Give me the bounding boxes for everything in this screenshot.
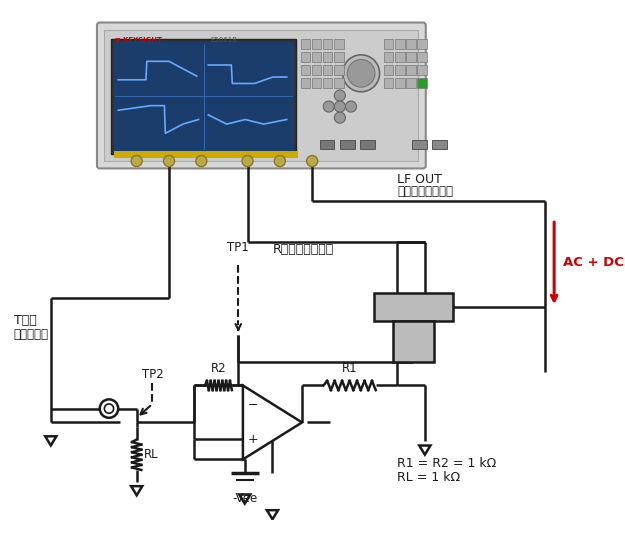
Bar xyxy=(418,78,427,88)
Bar xyxy=(312,39,321,49)
Bar xyxy=(111,39,296,154)
Circle shape xyxy=(334,101,346,112)
Bar xyxy=(418,65,427,75)
Text: -Vee: -Vee xyxy=(232,492,258,505)
Text: R1: R1 xyxy=(342,362,357,375)
Bar xyxy=(301,78,311,88)
Bar xyxy=(301,39,311,49)
Bar xyxy=(360,140,375,149)
Circle shape xyxy=(307,155,318,167)
Bar xyxy=(406,52,416,62)
Bar xyxy=(395,52,404,62)
Bar xyxy=(334,52,344,62)
Circle shape xyxy=(334,112,346,123)
Bar xyxy=(312,52,321,62)
Bar xyxy=(392,321,434,362)
Bar xyxy=(384,65,394,75)
Text: R1 = R2 = 1 kΩ: R1 = R2 = 1 kΩ xyxy=(397,458,496,471)
Bar xyxy=(374,293,452,321)
Text: （直流偏置打开）: （直流偏置打开） xyxy=(397,185,453,198)
Circle shape xyxy=(348,60,375,87)
Bar xyxy=(384,39,394,49)
Text: RL: RL xyxy=(144,448,159,461)
Circle shape xyxy=(342,55,379,92)
Circle shape xyxy=(164,155,174,167)
FancyBboxPatch shape xyxy=(97,23,426,168)
Bar xyxy=(301,65,311,75)
Circle shape xyxy=(104,404,114,413)
Bar xyxy=(406,65,416,75)
Polygon shape xyxy=(243,386,302,459)
Bar xyxy=(301,52,311,62)
Bar xyxy=(340,140,354,149)
Bar xyxy=(384,78,394,88)
Circle shape xyxy=(242,155,253,167)
Bar xyxy=(312,78,321,88)
Circle shape xyxy=(196,155,207,167)
Bar xyxy=(114,151,298,159)
Bar xyxy=(312,65,321,75)
Text: ψ KEYSIGHT: ψ KEYSIGHT xyxy=(116,37,162,43)
Text: E5061B: E5061B xyxy=(211,37,238,43)
Bar xyxy=(418,52,427,62)
Circle shape xyxy=(323,101,334,112)
Bar xyxy=(418,39,427,49)
Circle shape xyxy=(100,399,118,418)
Bar xyxy=(114,42,294,151)
Text: RL = 1 kΩ: RL = 1 kΩ xyxy=(397,471,460,484)
Bar xyxy=(323,65,332,75)
Circle shape xyxy=(131,155,142,167)
Text: （高阻抗）: （高阻抗） xyxy=(14,328,49,341)
Text: −: − xyxy=(248,399,258,412)
Bar xyxy=(395,78,404,88)
Bar xyxy=(334,65,344,75)
Bar xyxy=(395,65,404,75)
Text: TP1: TP1 xyxy=(228,241,249,254)
Bar xyxy=(104,30,418,161)
Circle shape xyxy=(274,155,286,167)
Text: +: + xyxy=(248,433,258,446)
Text: R2: R2 xyxy=(211,362,226,375)
Bar xyxy=(319,140,334,149)
Bar xyxy=(395,39,404,49)
Bar xyxy=(334,39,344,49)
Bar xyxy=(323,52,332,62)
Text: LF OUT: LF OUT xyxy=(397,173,442,186)
Bar xyxy=(406,78,416,88)
Bar xyxy=(406,39,416,49)
Text: R通道（高阻抗）: R通道（高阻抗） xyxy=(272,243,334,256)
Text: T通道: T通道 xyxy=(14,314,37,327)
Bar xyxy=(334,78,344,88)
Bar xyxy=(384,52,394,62)
Bar xyxy=(412,140,427,149)
Text: TP2: TP2 xyxy=(141,368,163,381)
Bar xyxy=(323,39,332,49)
Bar xyxy=(323,78,332,88)
Circle shape xyxy=(334,90,346,101)
Circle shape xyxy=(346,101,356,112)
Text: AC + DC: AC + DC xyxy=(563,256,624,269)
Bar xyxy=(432,140,447,149)
